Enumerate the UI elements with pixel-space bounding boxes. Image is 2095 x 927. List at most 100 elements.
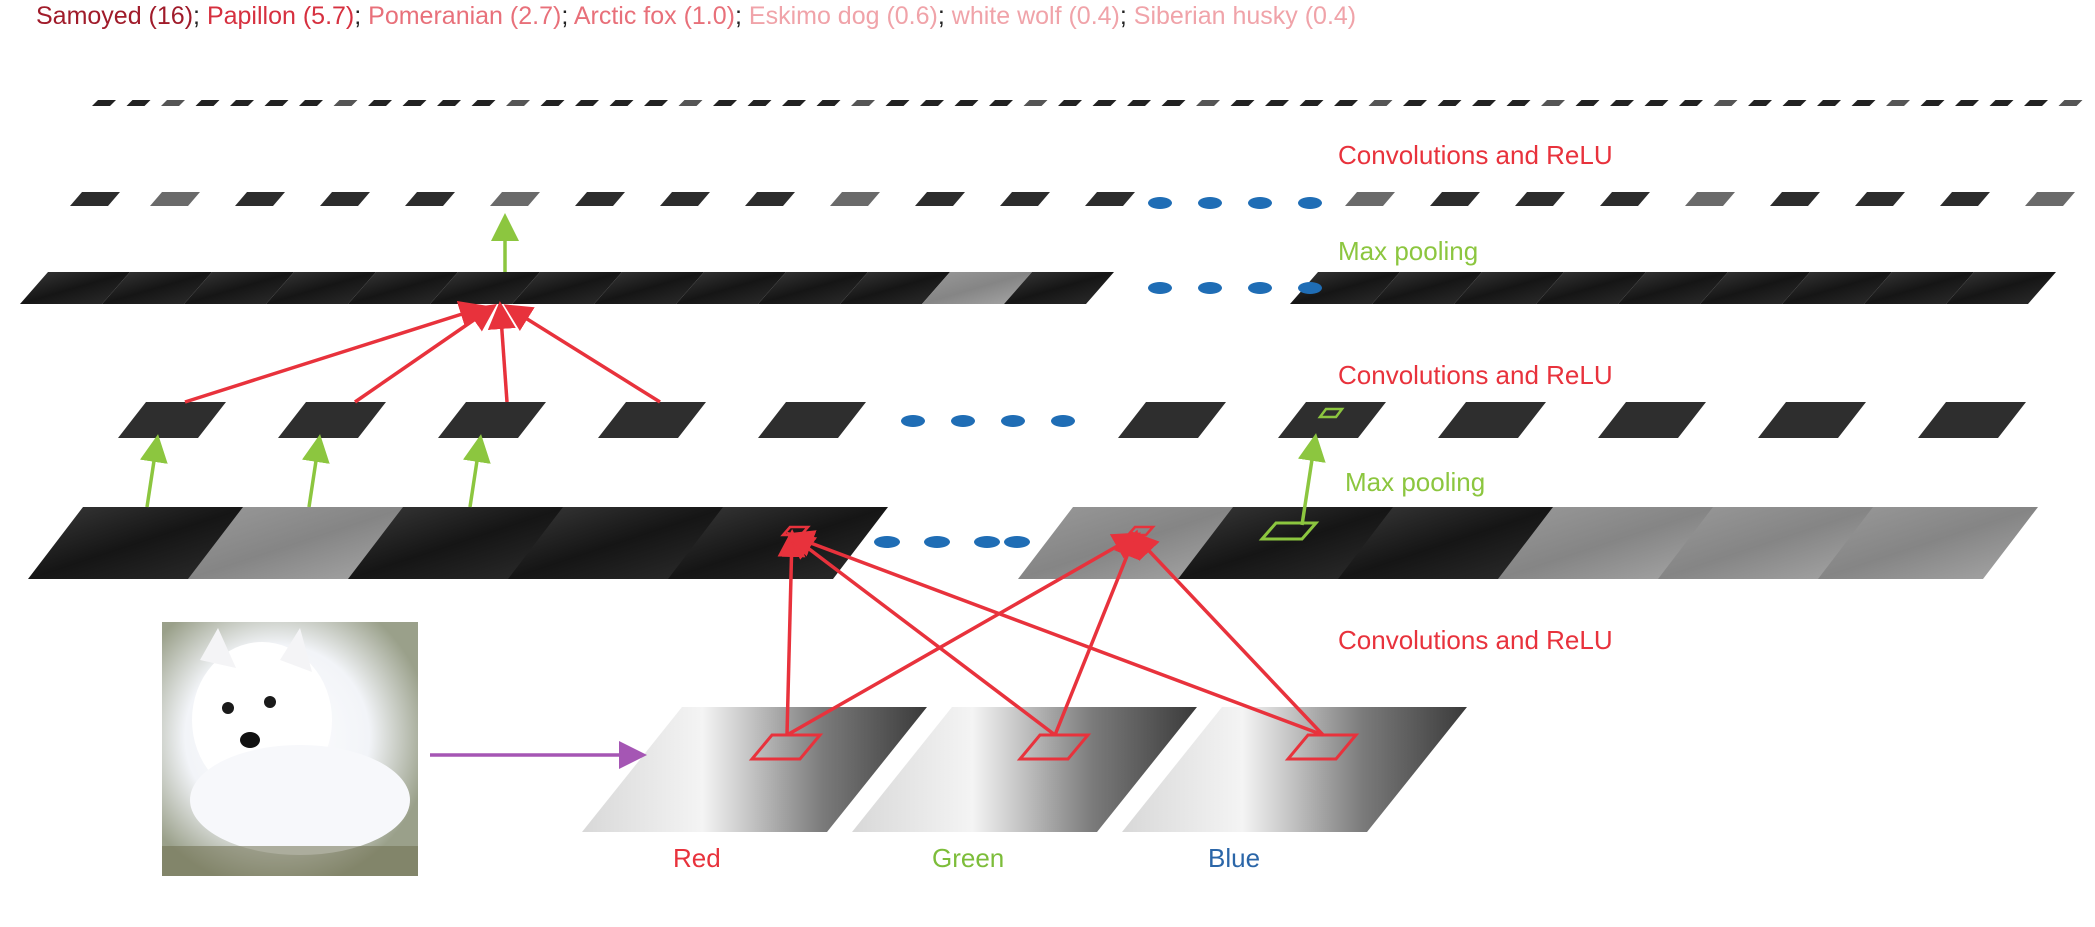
feature-map-tiny (1127, 100, 1151, 106)
feature-map-row-4 (118, 402, 2026, 438)
conv-window-box (748, 733, 824, 761)
feature-map-medium (1782, 272, 1892, 304)
feature-map-small (70, 192, 120, 206)
feature-map-tiny (1023, 100, 1048, 106)
feature-map-tiny (1782, 100, 1807, 106)
ellipsis-dot (1148, 197, 1172, 209)
feature-map-medium (1290, 272, 1400, 304)
prediction-item: white wolf (0.4) (951, 2, 1120, 30)
feature-map-tiny (1575, 100, 1600, 106)
feature-map-mid (1278, 402, 1386, 438)
input-channel-map (582, 707, 927, 832)
feature-map-large (1818, 507, 2038, 579)
input-channel-map (1122, 707, 1467, 832)
channel-label-green: Green (932, 843, 1005, 873)
feature-map-tiny (1092, 100, 1117, 106)
feature-map-tiny (1955, 100, 1979, 106)
pool-arrow (1297, 433, 1326, 526)
conv-relu-label-mid: Convolutions and ReLU (1338, 360, 1613, 390)
feature-map-large (508, 507, 728, 579)
feature-map-small (1600, 192, 1650, 206)
feature-map-large (348, 507, 568, 579)
feature-map-tiny (678, 100, 703, 106)
feature-map-medium (1700, 272, 1810, 304)
feature-map-mid (758, 402, 866, 438)
feature-map-tiny (437, 100, 461, 106)
feature-map-tiny (782, 100, 806, 106)
feature-map-medium (266, 272, 376, 304)
feature-map-medium (594, 272, 704, 304)
feature-map-tiny (1230, 100, 1255, 106)
connection-arrows (140, 213, 1360, 769)
feature-map-tiny (333, 100, 358, 106)
ellipsis-dot (1051, 415, 1075, 427)
conv-arrow (777, 529, 806, 736)
prediction-separator: ; (734, 2, 749, 30)
feature-map-tiny (1644, 100, 1669, 106)
conv-arrow (785, 530, 1324, 737)
feature-map-medium (1004, 272, 1114, 304)
feature-map-tiny (1748, 100, 1772, 106)
pool-arrow (140, 434, 168, 508)
feature-map-small (660, 192, 710, 206)
feature-map-large (1498, 507, 1718, 579)
feature-map-tiny (2024, 100, 2048, 106)
ellipsis-dot (1248, 282, 1272, 294)
ellipsis-dot (951, 415, 975, 427)
feature-map-medium (1864, 272, 1974, 304)
ellipsis-dot (1298, 282, 1322, 294)
feature-map-mid (118, 402, 226, 438)
feature-map-tiny (471, 100, 496, 106)
feature-map-mid (598, 402, 706, 438)
prediction-separator: ; (937, 2, 952, 30)
feature-map-mid (1118, 402, 1226, 438)
prediction-separator: ; (354, 2, 369, 30)
feature-map-tiny (1472, 100, 1496, 106)
feature-map-row-2 (70, 192, 2075, 209)
feature-map-medium (20, 272, 130, 304)
feature-map-small (1345, 192, 1395, 206)
feature-map-tiny (644, 100, 668, 106)
ellipsis-dot (901, 415, 925, 427)
pool-window-box-small (1317, 407, 1345, 419)
feature-map-tiny (1368, 100, 1393, 106)
input-dog-image (162, 622, 418, 876)
feature-map-tiny (368, 100, 392, 106)
max-pooling-label-top: Max pooling (1338, 236, 1479, 266)
feature-map-mid (1918, 402, 2026, 438)
ellipsis-dot (924, 536, 950, 548)
conv-arrow (1130, 530, 1325, 737)
feature-map-large (1338, 507, 1558, 579)
feature-map-mid (1598, 402, 1706, 438)
feature-map-tiny (1506, 100, 1531, 106)
input-channel-map (852, 707, 1197, 832)
feature-map-tiny (1713, 100, 1738, 106)
conv-arrow (354, 304, 497, 404)
feature-map-tiny (1334, 100, 1358, 106)
feature-map-tiny (2058, 100, 2083, 106)
feature-map-tiny (575, 100, 599, 106)
feature-map-tiny (747, 100, 772, 106)
feature-map-small (2025, 192, 2075, 206)
feature-map-tiny (1541, 100, 1565, 106)
feature-map-small (1430, 192, 1480, 206)
feature-map-tiny (1851, 100, 1876, 106)
feature-map-tiny (1265, 100, 1289, 106)
feature-map-large (1178, 507, 1398, 579)
feature-map-medium (1372, 272, 1482, 304)
feature-map-medium (348, 272, 458, 304)
ellipsis-dot (1248, 197, 1272, 209)
prediction-item: Eskimo dog (0.6) (748, 2, 938, 30)
ellipsis-dot (1198, 197, 1222, 209)
feature-map-tiny (1989, 100, 2014, 106)
nose-icon (240, 732, 260, 748)
feature-map-medium (1618, 272, 1728, 304)
conv-arrow (184, 301, 488, 404)
feature-map-medium (430, 272, 540, 304)
feature-map-small (1085, 192, 1135, 206)
feature-map-tiny (1817, 100, 1841, 106)
conv-arrow (1053, 529, 1141, 736)
feature-map-tiny (264, 100, 289, 106)
feature-map-mid (278, 402, 386, 438)
feature-map-small (235, 192, 285, 206)
